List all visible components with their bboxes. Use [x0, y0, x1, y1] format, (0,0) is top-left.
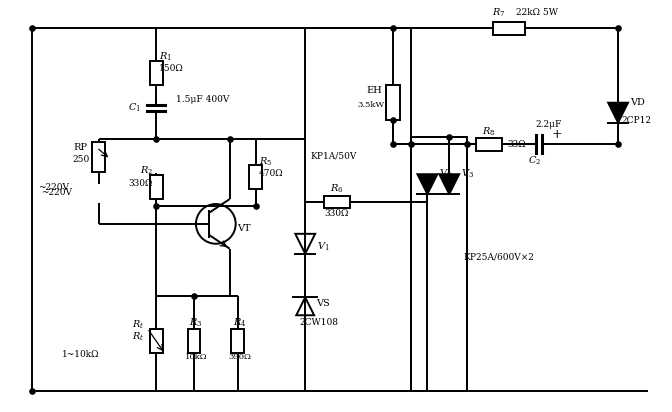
Text: RP: RP: [74, 143, 88, 152]
Polygon shape: [608, 103, 628, 122]
Text: $R_3$: $R_3$: [190, 317, 203, 330]
Polygon shape: [439, 174, 459, 194]
Text: 250: 250: [72, 155, 89, 164]
Text: ~220V: ~220V: [38, 183, 69, 192]
Text: $R_4$: $R_4$: [233, 317, 247, 330]
Text: $R_5$: $R_5$: [259, 155, 271, 168]
Text: 1~10kΩ: 1~10kΩ: [62, 351, 99, 360]
Text: $C_1$: $C_1$: [128, 101, 141, 114]
Text: 3.5kW: 3.5kW: [358, 101, 384, 109]
Text: $R_t$: $R_t$: [132, 331, 144, 343]
Text: 150Ω: 150Ω: [159, 64, 184, 73]
Text: KP1A/50V: KP1A/50V: [310, 152, 357, 161]
Bar: [150, 175, 163, 199]
Text: 330Ω: 330Ω: [325, 209, 349, 218]
Text: KP25A/600V×2: KP25A/600V×2: [464, 252, 534, 261]
Text: $R_t$: $R_t$: [132, 319, 144, 331]
Bar: [324, 196, 350, 208]
Text: +: +: [551, 128, 562, 141]
Bar: [150, 61, 163, 85]
Text: VS: VS: [317, 299, 330, 308]
Bar: [386, 85, 400, 120]
Text: 2CW108: 2CW108: [300, 318, 339, 327]
Text: $V_3$: $V_3$: [460, 168, 474, 180]
Bar: [476, 138, 502, 151]
Text: $R_1$: $R_1$: [159, 51, 172, 63]
Text: 33Ω: 33Ω: [507, 140, 526, 149]
Text: $V_2$: $V_2$: [439, 168, 452, 180]
Text: EH: EH: [367, 86, 382, 95]
Text: 22kΩ 5W: 22kΩ 5W: [515, 8, 558, 17]
Text: 10kΩ: 10kΩ: [185, 353, 207, 361]
Bar: [231, 329, 244, 353]
Bar: [493, 22, 525, 35]
Text: $R_8$: $R_8$: [482, 125, 496, 138]
Text: 330Ω: 330Ω: [129, 179, 153, 187]
Text: ~220V: ~220V: [42, 187, 73, 197]
Text: 390Ω: 390Ω: [228, 353, 251, 361]
Text: $V_1$: $V_1$: [317, 241, 329, 253]
Text: $C_2$: $C_2$: [528, 154, 541, 166]
Bar: [92, 143, 105, 172]
Text: 2CP12: 2CP12: [621, 116, 651, 125]
Text: VD: VD: [630, 98, 645, 107]
Text: VT: VT: [237, 225, 251, 233]
Text: 1.5μF 400V: 1.5μF 400V: [176, 95, 229, 104]
Bar: [150, 329, 163, 353]
Bar: [411, 138, 467, 391]
Bar: [187, 329, 200, 353]
Text: 2.2μF: 2.2μF: [536, 120, 562, 129]
Polygon shape: [417, 174, 437, 194]
Text: $R_2$: $R_2$: [140, 165, 153, 178]
Text: 470Ω: 470Ω: [259, 169, 283, 178]
Bar: [249, 165, 262, 189]
Text: $R_7$: $R_7$: [492, 6, 505, 19]
Text: $R_6$: $R_6$: [330, 183, 343, 195]
